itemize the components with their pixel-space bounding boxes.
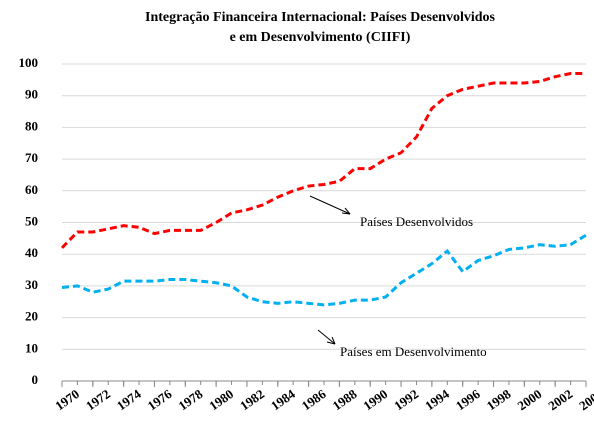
y-tick-label: 0 [32,372,39,387]
y-tick-label: 40 [25,245,38,260]
y-tick-label: 100 [19,55,39,70]
y-tick-label: 90 [25,87,38,102]
arrow-head [326,336,336,345]
y-tick-label: 30 [25,277,38,292]
line-series [60,72,586,249]
x-tick-label: 1970 [52,386,82,413]
x-tick-label: 1974 [114,386,144,413]
x-tick-label: 1996 [453,386,483,413]
y-tick-label: 80 [25,118,38,133]
x-tick-label: 1972 [83,386,113,413]
x-tick-label: 1988 [330,386,360,413]
y-tick-label: 70 [25,150,38,165]
x-tick-label: 1976 [145,386,175,413]
chart-title: e em Desenvolvimento (CIIFI) [230,30,411,45]
arrow-head [341,207,351,215]
arrow [309,195,351,215]
x-tick-label: 1986 [299,386,329,413]
y-tick-label: 20 [25,309,38,324]
x-tick-label: 2002 [545,386,575,413]
annotation: Países Desenvolvidos [360,214,473,229]
x-tick-label: 1982 [237,386,267,413]
chart-title: Integração Financeira Internacional: Paí… [145,10,496,25]
x-tick-label: 2004 [576,386,594,413]
x-tick-label: 1978 [175,386,205,413]
annotation: Países em Desenvolvimento [340,344,487,359]
y-tick-label: 50 [25,213,38,228]
arrow [317,329,336,345]
line-series [61,233,587,307]
y-tick-label: 10 [25,340,38,355]
x-tick-label: 1994 [422,386,452,413]
x-tick-label: 1998 [484,386,514,413]
x-tick-label: 1992 [391,386,421,413]
x-tick-label: 1990 [360,386,390,413]
x-tick-label: 1980 [206,386,236,413]
x-tick-label: 1984 [268,386,298,413]
y-tick-label: 60 [25,182,38,197]
x-tick-label: 2000 [515,386,545,413]
